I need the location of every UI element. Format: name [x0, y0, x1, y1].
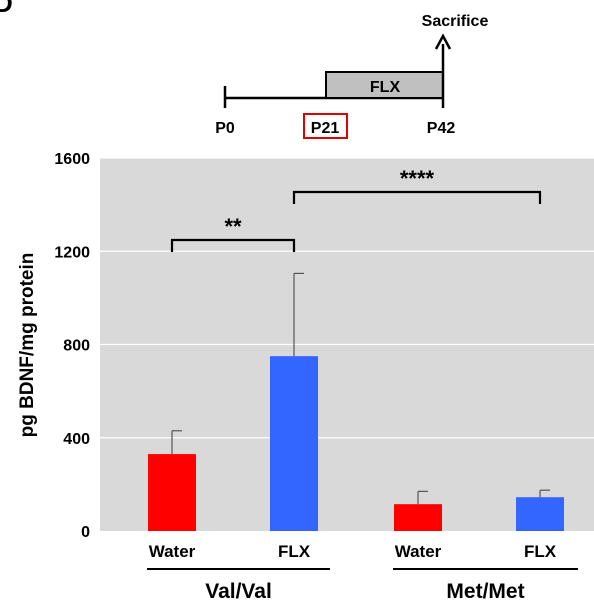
bar — [394, 504, 442, 531]
timeline-point-p21: P21 — [311, 120, 340, 137]
group-label: Met/Met — [446, 580, 524, 603]
group-label: Val/Val — [205, 580, 272, 603]
sacrifice-arrowhead — [434, 33, 452, 50]
y-tick-label: 800 — [63, 338, 90, 355]
x-tick-label: Water — [149, 542, 196, 561]
panel-letter: D — [0, 0, 13, 18]
timeline-point-p42: P42 — [427, 120, 456, 137]
error-bars — [171, 272, 550, 505]
grid-lines — [100, 157, 594, 439]
timeline-point-p0: P0 — [215, 120, 235, 137]
significance-label: **** — [400, 166, 435, 191]
bar — [270, 356, 318, 531]
bar — [516, 497, 564, 531]
highlight-box — [303, 113, 348, 139]
y-tick-label: 1600 — [54, 151, 90, 168]
treatment-label: FLX — [370, 79, 401, 96]
y-tick-label: 1200 — [54, 244, 90, 261]
x-tick-labels: Water FLX Water FLX — [149, 542, 557, 561]
significance-bracket — [170, 238, 296, 252]
x-tick-label: FLX — [278, 542, 311, 561]
sacrifice-label: Sacrifice — [422, 13, 489, 30]
bar — [148, 454, 196, 531]
y-tick-label: 400 — [63, 431, 90, 448]
bars — [148, 356, 564, 531]
y-tick-label: 0 — [81, 524, 90, 541]
x-tick-label: Water — [395, 542, 442, 561]
y-axis-label: pg BDNF/mg protein — [17, 253, 38, 438]
y-tick-labels: 0 400 800 1200 1600 — [54, 151, 90, 541]
group-labels: Val/Val Met/Met — [147, 568, 578, 603]
x-tick-label: FLX — [524, 542, 557, 561]
significance-label: ** — [224, 214, 242, 239]
significance-bracket — [292, 190, 542, 204]
timeline: FLX Sacrifice P0 P21 P42 — [215, 13, 489, 139]
significance-brackets: ****** — [170, 166, 542, 252]
